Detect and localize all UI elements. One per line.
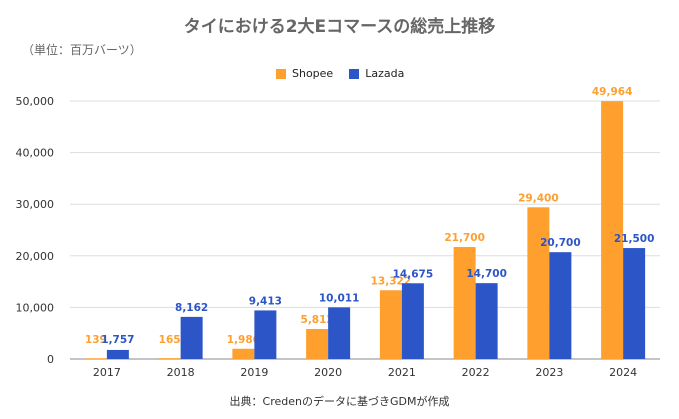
x-tick-label: 2018 [167,366,195,379]
y-tick-label: 10,000 [16,301,55,314]
legend-swatch-shopee [276,68,286,79]
bar-shopee [158,358,181,359]
data-label-shopee: 5,812 [301,314,334,326]
legend-label-shopee: Shopee [292,67,334,80]
y-tick-label: 0 [47,353,54,366]
legend-item-shopee: Shopee [276,67,333,80]
data-label-shopee: 13,322 [371,275,412,287]
data-label-lazada: 14,675 [393,268,434,280]
data-label-shopee: 1,986 [227,334,260,346]
legend-label-lazada: Lazada [365,67,405,80]
bar-shopee [379,290,402,359]
x-tick-label: 2019 [240,366,268,379]
x-tick-label: 2024 [609,366,637,379]
x-tick-label: 2021 [388,366,416,379]
bar-shopee [527,207,550,359]
data-label-lazada: 14,700 [466,268,507,280]
bar-lazada [106,349,129,359]
data-label-lazada: 10,011 [319,292,360,304]
legend: Shopee Lazada [276,67,420,80]
bar-shopee [232,348,255,359]
x-tick-label: 2017 [93,366,121,379]
x-tick-label: 2020 [314,366,342,379]
y-tick-label: 40,000 [16,147,55,160]
bar-shopee [601,101,624,359]
chart-title: タイにおける2大Eコマースの総売上推移 [183,17,496,37]
bar-shopee [84,358,107,360]
data-label-shopee: 29,400 [518,192,559,204]
x-tick-label: 2023 [535,366,563,379]
bar-lazada [401,283,424,359]
data-label-lazada: 21,500 [614,233,655,245]
data-label-lazada: 8,162 [175,302,208,314]
bar-lazada [475,283,498,359]
data-label-shopee: 139 [85,334,107,346]
data-label-shopee: 49,964 [592,86,633,98]
legend-item-lazada: Lazada [349,67,404,80]
bar-lazada [328,307,351,359]
y-tick-label: 20,000 [16,250,55,263]
unit-note: （単位：百万バーツ） [22,43,142,57]
bar-lazada [623,248,646,359]
data-label-lazada: 1,757 [101,334,134,346]
legend-swatch-lazada [349,68,360,79]
y-tick-label: 50,000 [16,95,55,108]
data-label-lazada: 20,700 [540,237,581,249]
bar-lazada [549,252,572,359]
bar-lazada [180,316,203,359]
bar-shopee [306,329,329,359]
y-tick-label: 30,000 [16,198,55,211]
x-tick-label: 2022 [462,366,490,379]
data-label-lazada: 9,413 [249,295,282,307]
data-label-shopee: 21,700 [444,232,485,244]
bar-lazada [254,310,277,359]
bar-shopee [453,247,476,359]
source-note: 出典：Credenのデータに基づきGDMが作成 [229,395,450,408]
data-label-shopee: 165 [159,334,181,346]
